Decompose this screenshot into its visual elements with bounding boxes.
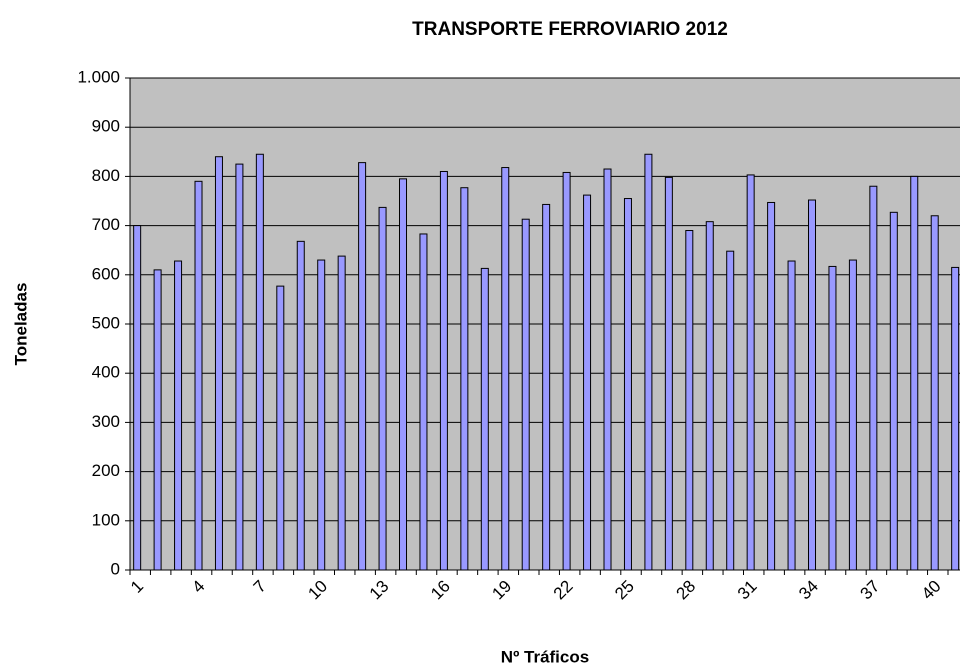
x-tick-label: 19 bbox=[488, 577, 515, 604]
bar bbox=[296, 240, 305, 571]
bar bbox=[358, 162, 367, 571]
x-tick-label: 37 bbox=[857, 577, 884, 604]
x-tick-label: 25 bbox=[611, 577, 638, 604]
bar bbox=[767, 201, 776, 571]
bar bbox=[133, 225, 142, 571]
bar bbox=[603, 168, 612, 571]
y-tick-label: 100 bbox=[92, 510, 120, 529]
bar bbox=[337, 255, 346, 571]
bar bbox=[910, 175, 919, 571]
y-tick-label: 400 bbox=[92, 363, 120, 382]
bar bbox=[828, 265, 837, 571]
y-tick-label: 800 bbox=[92, 166, 120, 185]
chart-title: TRANSPORTE FERROVIARIO 2012 bbox=[412, 19, 728, 40]
x-tick-label: 28 bbox=[672, 577, 699, 604]
bar bbox=[378, 206, 387, 571]
bar bbox=[623, 198, 632, 571]
x-tick-label: 22 bbox=[550, 577, 577, 604]
bar bbox=[214, 156, 223, 571]
bar bbox=[276, 285, 285, 571]
bar bbox=[562, 171, 571, 571]
x-axis-label: Nº Tráficos bbox=[501, 647, 589, 666]
bar bbox=[664, 176, 673, 571]
x-tick-label: 4 bbox=[188, 577, 208, 597]
bar bbox=[317, 259, 326, 571]
y-tick-label: 1.000 bbox=[77, 67, 120, 86]
bar bbox=[951, 266, 960, 571]
bar bbox=[399, 178, 408, 571]
bar bbox=[419, 233, 428, 571]
bar bbox=[480, 267, 489, 571]
bar bbox=[848, 259, 857, 571]
bar bbox=[889, 211, 898, 571]
x-tick-label: 13 bbox=[366, 577, 393, 604]
x-tick-label: 7 bbox=[250, 577, 270, 597]
bar bbox=[930, 215, 939, 571]
bar bbox=[787, 260, 796, 571]
y-axis-label: Toneladas bbox=[11, 283, 30, 366]
bar bbox=[542, 203, 551, 571]
y-tick-label: 900 bbox=[92, 117, 120, 136]
bar bbox=[705, 221, 714, 571]
bar bbox=[808, 199, 817, 571]
y-tick-label: 200 bbox=[92, 461, 120, 480]
y-tick-label: 500 bbox=[92, 313, 120, 332]
bar bbox=[869, 185, 878, 571]
bar bbox=[174, 260, 183, 571]
y-tick-label: 0 bbox=[111, 559, 120, 578]
bar bbox=[235, 163, 244, 571]
bar bbox=[583, 194, 592, 571]
x-tick-label: 16 bbox=[427, 577, 454, 604]
bar bbox=[153, 269, 162, 571]
bar bbox=[460, 187, 469, 571]
y-tick-label: 700 bbox=[92, 215, 120, 234]
bar bbox=[746, 174, 755, 571]
bar bbox=[644, 153, 653, 571]
y-tick-label: 600 bbox=[92, 264, 120, 283]
bar bbox=[726, 250, 735, 571]
bar bbox=[501, 167, 510, 571]
x-tick-label: 1 bbox=[127, 577, 147, 597]
x-tick-label: 34 bbox=[795, 577, 822, 604]
bar bbox=[255, 153, 264, 571]
bar bbox=[685, 230, 694, 571]
bar bbox=[439, 170, 448, 571]
y-tick-label: 300 bbox=[92, 412, 120, 431]
x-tick-label: 40 bbox=[918, 577, 945, 604]
bar bbox=[521, 218, 530, 571]
x-tick-label: 31 bbox=[734, 577, 761, 604]
x-tick-label: 10 bbox=[304, 577, 331, 604]
bar bbox=[194, 180, 203, 571]
